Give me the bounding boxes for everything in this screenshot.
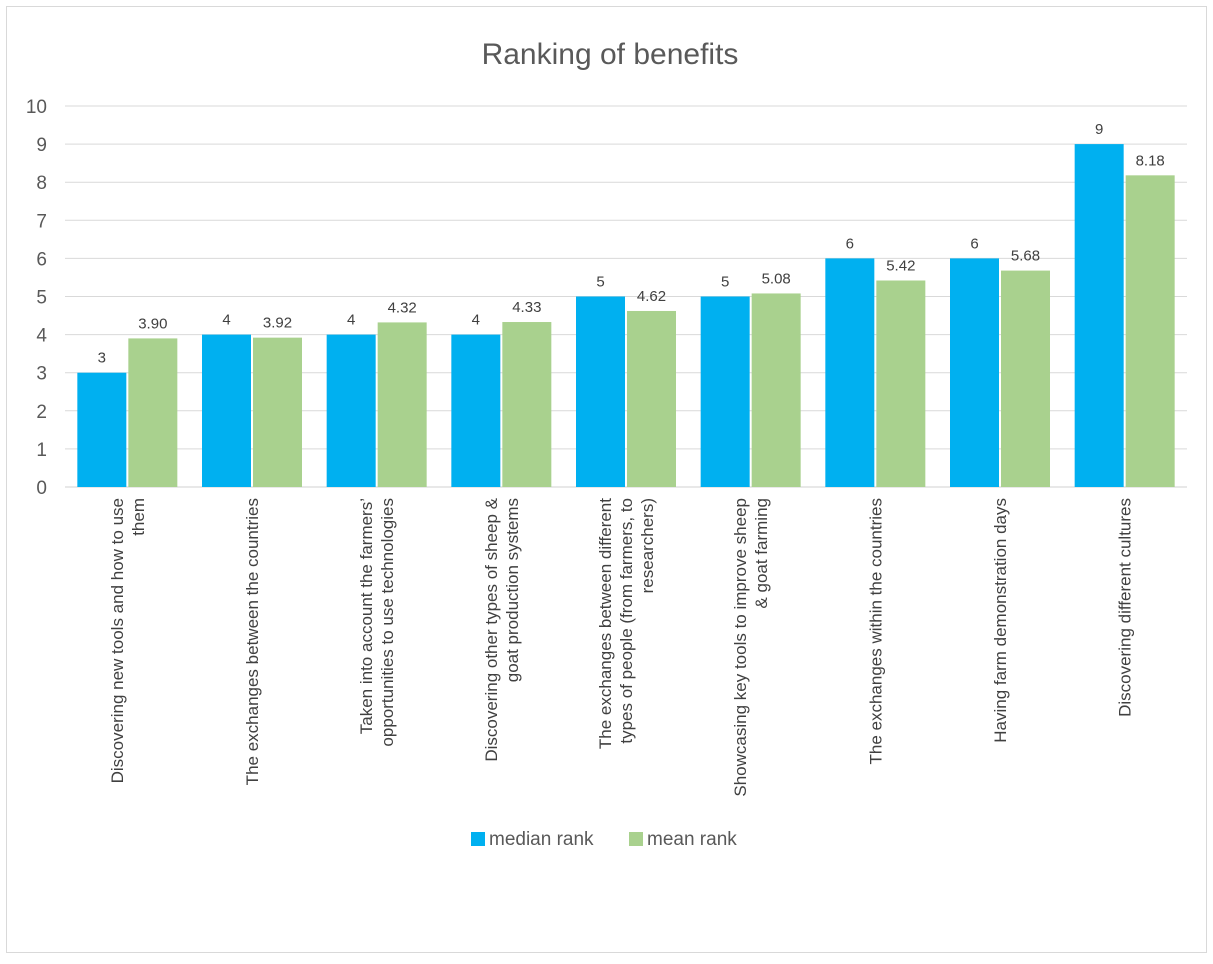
legend-label: median rank bbox=[489, 829, 594, 850]
legend-swatch bbox=[471, 832, 485, 846]
bar bbox=[451, 334, 501, 487]
data-label: 4 bbox=[222, 312, 230, 329]
bar bbox=[576, 296, 625, 487]
bar bbox=[1001, 270, 1050, 487]
bar bbox=[700, 296, 750, 487]
data-label: 3.90 bbox=[138, 315, 167, 332]
x-tick-label: Discovering new tools and how to use them bbox=[108, 498, 148, 783]
data-label: 3 bbox=[98, 350, 106, 367]
x-tick-label: Discovering other types of sheep & goat p… bbox=[482, 497, 522, 761]
bar bbox=[876, 280, 926, 487]
legend-swatch bbox=[629, 832, 643, 846]
x-axis: Discovering new tools and how to use them… bbox=[108, 497, 1135, 796]
data-label: 4 bbox=[472, 312, 480, 329]
data-label: 6 bbox=[846, 235, 854, 252]
data-label: 5.08 bbox=[762, 270, 791, 287]
bar bbox=[326, 334, 376, 487]
grid-layer bbox=[65, 105, 1187, 488]
bar bbox=[1125, 175, 1175, 488]
data-label: 3.92 bbox=[263, 315, 292, 332]
data-label: 5 bbox=[721, 274, 729, 291]
x-tick-label: Showcasing key tools to improve sheep & g… bbox=[731, 498, 771, 797]
legend: median rank mean rank bbox=[471, 829, 737, 850]
data-label: 4.62 bbox=[637, 288, 666, 305]
y-tick-label: 0 bbox=[36, 478, 47, 499]
data-labels: 3 4 4 4 5 5 6 6 9 3.90 3.92 4.32 4.33 4.62 5.08 5.42 5.6… bbox=[98, 121, 1165, 367]
x-tick-label: Taken into account the farmers’ opportuni… bbox=[357, 498, 397, 747]
data-label: 5 bbox=[596, 274, 604, 291]
y-tick-label: 7 bbox=[36, 211, 47, 232]
y-tick-label: 6 bbox=[36, 249, 47, 270]
y-tick-label: 3 bbox=[36, 364, 47, 385]
data-label: 8.18 bbox=[1136, 152, 1165, 169]
bar bbox=[202, 334, 251, 487]
data-label: 5.68 bbox=[1011, 248, 1040, 265]
data-label: 5.42 bbox=[886, 257, 915, 274]
y-tick-label: 1 bbox=[36, 440, 47, 461]
data-label: 4.33 bbox=[512, 299, 541, 316]
bar bbox=[627, 310, 676, 487]
bar bbox=[950, 258, 999, 487]
x-tick-label: The exchanges between different types of … bbox=[596, 498, 657, 749]
y-tick-label: 9 bbox=[36, 135, 47, 156]
bar bbox=[825, 258, 875, 487]
bars bbox=[77, 144, 1175, 488]
y-tick-label: 2 bbox=[36, 402, 47, 423]
y-axis: 0 1 2 3 4 5 6 7 8 9 10 bbox=[26, 97, 48, 499]
bar bbox=[751, 293, 801, 487]
x-tick-label: The exchanges between the countries bbox=[243, 498, 262, 785]
data-label: 9 bbox=[1095, 121, 1103, 138]
bar bbox=[128, 338, 178, 487]
x-tick-label: Discovering different cultures bbox=[1116, 498, 1135, 717]
data-label: 4.32 bbox=[388, 299, 417, 316]
chart-title: Ranking of benefits bbox=[482, 38, 739, 71]
x-tick-label: Having farm demonstration days bbox=[991, 498, 1010, 743]
y-tick-label: 8 bbox=[36, 173, 47, 194]
bar bbox=[77, 372, 127, 487]
y-tick-label: 5 bbox=[36, 288, 47, 309]
bar bbox=[253, 337, 302, 487]
x-tick-label: The exchanges within the countries bbox=[866, 498, 885, 765]
bar bbox=[1074, 144, 1124, 487]
y-tick-label: 10 bbox=[26, 97, 47, 118]
data-label: 6 bbox=[970, 235, 978, 252]
legend-label: mean rank bbox=[647, 829, 737, 850]
data-label: 4 bbox=[347, 312, 355, 329]
y-tick-label: 4 bbox=[36, 326, 47, 347]
bar bbox=[377, 322, 427, 487]
bar bbox=[502, 322, 552, 487]
